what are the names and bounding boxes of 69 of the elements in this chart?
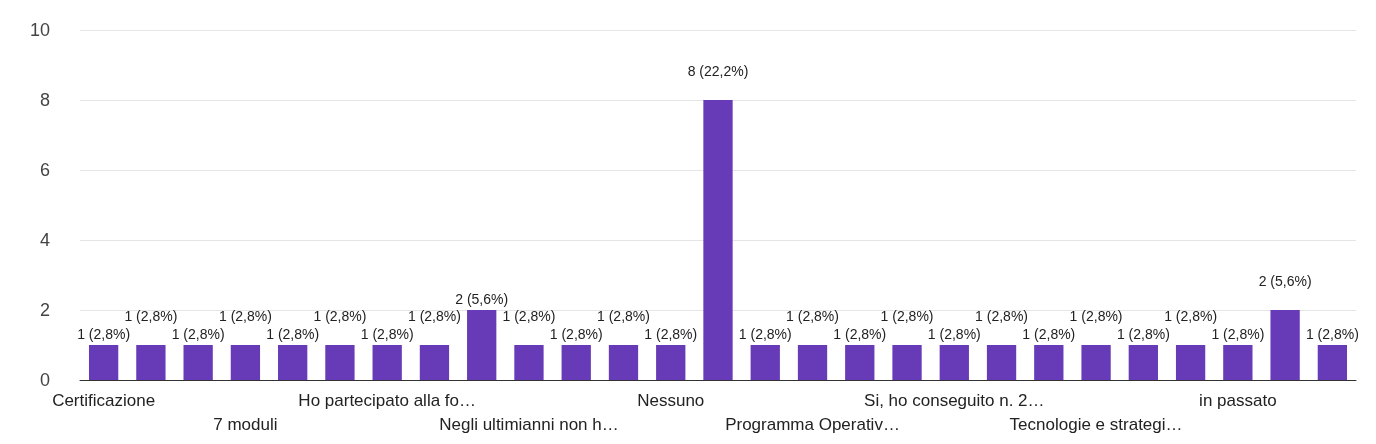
bar xyxy=(892,345,922,380)
bar xyxy=(1223,345,1253,380)
bar xyxy=(88,345,119,380)
data-label: 1 (2,8%) xyxy=(597,308,650,324)
bar xyxy=(750,345,780,380)
data-label: 1 (2,8%) xyxy=(644,326,698,342)
x-tick-label: in passato xyxy=(1199,390,1277,410)
data-label: 1 (2,8%) xyxy=(833,326,887,342)
y-tick-label: 4 xyxy=(39,230,50,250)
bar xyxy=(514,345,544,380)
data-label: 1 (2,8%) xyxy=(738,326,792,342)
bar xyxy=(372,345,402,380)
data-label: 1 (2,8%) xyxy=(1305,326,1359,342)
y-tick-label: 2 xyxy=(39,300,50,320)
y-tick-label: 6 xyxy=(39,160,50,180)
data-label: 1 (2,8%) xyxy=(502,308,556,324)
bar xyxy=(703,100,733,380)
bar xyxy=(183,345,213,380)
x-tick-label: Negli ultimianni non h… xyxy=(439,414,619,434)
data-label: 1 (2,8%) xyxy=(124,308,178,324)
data-label: 1 (2,8%) xyxy=(171,326,225,342)
data-label: 1 (2,8%) xyxy=(786,308,839,324)
bar xyxy=(561,345,591,380)
bar xyxy=(845,345,875,380)
data-label: 2 (5,6%) xyxy=(1258,273,1312,289)
data-label: 1 (2,8%) xyxy=(1069,308,1123,324)
x-tick-label: 7 moduli xyxy=(213,414,278,434)
data-label: 1 (2,8%) xyxy=(266,326,320,342)
bar xyxy=(1081,345,1111,380)
bar xyxy=(656,345,686,380)
bar xyxy=(1034,345,1064,380)
data-label: 1 (2,8%) xyxy=(1211,326,1265,342)
bar xyxy=(797,345,828,380)
bar xyxy=(1317,345,1348,380)
x-tick-label: Programma Operativ… xyxy=(725,414,900,434)
data-label: 1 (2,8%) xyxy=(880,308,934,324)
y-tick-label: 8 xyxy=(39,90,50,110)
bar xyxy=(1270,310,1300,380)
x-tick-label: Certificazione xyxy=(52,390,156,410)
bar xyxy=(1175,345,1206,380)
bar xyxy=(278,345,308,380)
bar xyxy=(419,345,450,380)
bar xyxy=(467,310,497,380)
bar xyxy=(1128,345,1158,380)
bar xyxy=(608,345,639,380)
x-tick-label: Tecnologie e strategi… xyxy=(1009,414,1183,434)
data-label: 1 (2,8%) xyxy=(927,326,981,342)
x-tick-label: Si, ho conseguito n. 2… xyxy=(864,390,1045,410)
data-label: 1 (2,8%) xyxy=(360,326,414,342)
data-label: 2 (5,6%) xyxy=(455,291,509,307)
x-tick-label: Ho partecipato alla fo… xyxy=(298,390,477,410)
bar xyxy=(230,345,261,380)
data-label: 1 (2,8%) xyxy=(407,308,461,324)
x-tick-label: Nessuno xyxy=(637,390,705,410)
bar xyxy=(136,345,166,380)
data-label: 1 (2,8%) xyxy=(549,326,603,342)
bar xyxy=(986,345,1017,380)
bar xyxy=(325,345,355,380)
y-tick-label: 10 xyxy=(29,20,50,40)
data-label: 1 (2,8%) xyxy=(77,326,131,342)
data-label: 1 (2,8%) xyxy=(313,308,367,324)
data-label: 1 (2,8%) xyxy=(1116,326,1170,342)
data-label: 8 (22,2%) xyxy=(687,63,749,79)
data-label: 1 (2,8%) xyxy=(975,308,1029,324)
data-label: 1 (2,8%) xyxy=(1164,308,1218,324)
y-tick-label: 0 xyxy=(39,370,50,390)
data-label: 1 (2,8%) xyxy=(218,308,272,324)
bar xyxy=(939,345,969,380)
data-label: 1 (2,8%) xyxy=(1022,326,1076,342)
